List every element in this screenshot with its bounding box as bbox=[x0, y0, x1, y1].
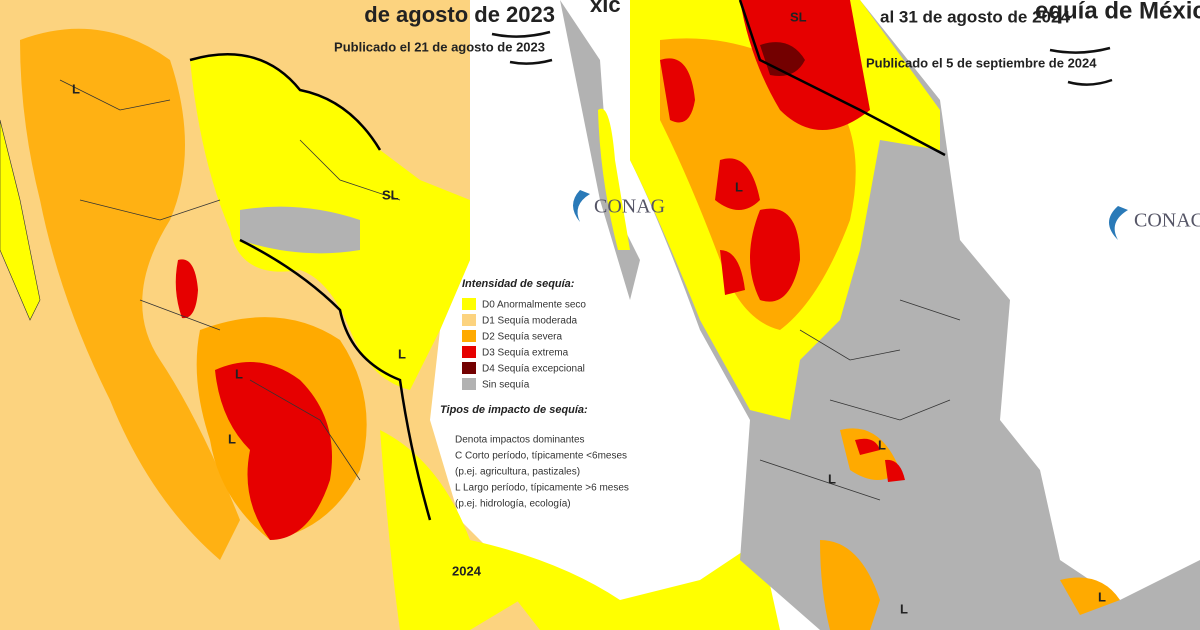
right-title: equía de México bbox=[1035, 0, 1200, 24]
legend-label: D4 Sequía excepcional bbox=[482, 364, 585, 375]
map-label: L bbox=[228, 431, 236, 446]
d0-zone bbox=[380, 430, 520, 630]
legend-label: D3 Sequía extrema bbox=[482, 348, 569, 359]
impact-heading: Tipos de impacto de sequía: bbox=[440, 404, 588, 416]
underline bbox=[1049, 46, 1113, 86]
map-label: L bbox=[878, 437, 886, 452]
state-borders bbox=[59, 79, 401, 481]
map-label: L bbox=[900, 601, 908, 616]
left-subtitle: Publicado el 21 de agosto de 2023 bbox=[334, 39, 545, 54]
right-subtitle: Publicado el 5 de septiembre de 2024 bbox=[866, 55, 1097, 70]
map-label: SL bbox=[382, 187, 399, 202]
d4-zone bbox=[760, 42, 805, 76]
map-label: L bbox=[235, 366, 243, 381]
map-label: SL bbox=[790, 9, 807, 24]
logos: CONAG CONAC bbox=[573, 190, 1200, 240]
legend-label: D1 Sequía moderada bbox=[482, 316, 578, 327]
peninsula bbox=[0, 119, 41, 321]
d2-zone bbox=[820, 540, 1120, 630]
d2-zone bbox=[840, 428, 900, 480]
legend-swatch bbox=[462, 298, 476, 310]
legend-swatch bbox=[462, 346, 476, 358]
legend: Intensidad de sequía: D0 Anormalmente se… bbox=[440, 278, 629, 510]
underline bbox=[491, 30, 553, 65]
d0-zone bbox=[470, 540, 780, 630]
d3-zone bbox=[855, 438, 905, 482]
legend-label: D2 Sequía severa bbox=[482, 332, 562, 343]
impact-label: Denota impactos dominantes bbox=[455, 435, 585, 446]
legend-label: D0 Anormalmente seco bbox=[482, 300, 586, 311]
map-label: L bbox=[72, 81, 80, 96]
left-title: de agosto de 2023 bbox=[364, 2, 555, 27]
legend-heading: Intensidad de sequía: bbox=[462, 278, 575, 290]
impact-label: L Largo período, típicamente >6 meses bbox=[455, 483, 629, 494]
left-map: L SL L L L 2024 bbox=[0, 0, 780, 630]
state-borders bbox=[759, 299, 961, 501]
no-drought bbox=[240, 206, 360, 254]
d2-zone bbox=[20, 28, 240, 560]
map-label: L bbox=[398, 346, 406, 361]
impact-boundary bbox=[738, 0, 946, 157]
logo-icon bbox=[573, 190, 590, 222]
logo-text: CONAC bbox=[1134, 210, 1200, 232]
legend-swatch bbox=[462, 330, 476, 342]
right-map: SL L L L L L bbox=[630, 0, 1200, 630]
impact-label: (p.ej. agricultura, pastizales) bbox=[455, 467, 580, 478]
d3-zone bbox=[215, 362, 332, 540]
legend-swatch bbox=[462, 314, 476, 326]
impact-boundary bbox=[189, 53, 432, 521]
impact-label: C Corto período, típicamente <6meses bbox=[455, 451, 627, 462]
logo-icon bbox=[1109, 206, 1128, 240]
d3-zone bbox=[175, 259, 198, 319]
logo-text: CONAG bbox=[594, 196, 665, 218]
impact-label: (p.ej. hidrología, ecología) bbox=[455, 499, 571, 510]
d3-zone bbox=[660, 58, 800, 302]
right-subtitle: al 31 de agosto de 2024 bbox=[880, 7, 1070, 26]
legend-label: Sin sequía bbox=[482, 380, 530, 391]
map-label: 2024 bbox=[452, 563, 482, 578]
map-label: L bbox=[735, 179, 743, 194]
map-label: L bbox=[1098, 589, 1106, 604]
map-label: L bbox=[828, 471, 836, 486]
legend-swatch bbox=[462, 362, 476, 374]
fragment-title: xic bbox=[590, 0, 621, 17]
d0-zone bbox=[598, 108, 630, 250]
legend-swatch bbox=[462, 378, 476, 390]
